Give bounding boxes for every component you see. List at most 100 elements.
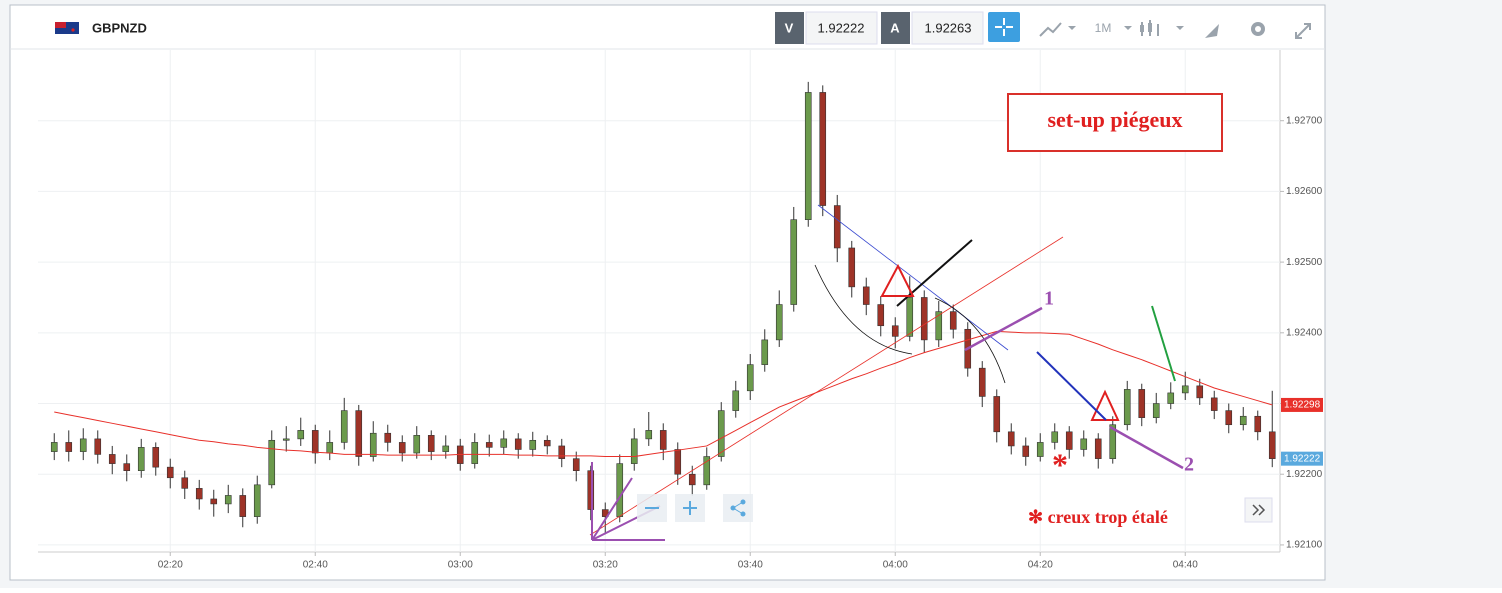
candle-body bbox=[326, 442, 334, 454]
candle-body bbox=[1080, 438, 1088, 450]
annotation-2: 2 bbox=[1184, 454, 1194, 476]
candle-body bbox=[833, 205, 841, 249]
candle-body bbox=[485, 442, 493, 448]
candle-body bbox=[775, 304, 783, 341]
x-tick-label: 04:00 bbox=[883, 560, 908, 571]
candle-body bbox=[732, 390, 740, 411]
candle-body bbox=[1123, 389, 1131, 426]
candle-body bbox=[181, 477, 189, 489]
candle-body bbox=[1225, 410, 1233, 426]
candle-body bbox=[1109, 424, 1117, 459]
candle-body bbox=[746, 364, 754, 392]
drawings bbox=[589, 204, 1184, 541]
y-tick-label: 1.92700 bbox=[1286, 115, 1323, 126]
candle-body bbox=[659, 430, 667, 450]
candle-body bbox=[369, 432, 377, 457]
crosshair-button[interactable] bbox=[988, 12, 1020, 42]
ask-box bbox=[911, 11, 984, 45]
candle-body bbox=[645, 430, 653, 440]
toolbar-icons[interactable] bbox=[1039, 20, 1311, 39]
price-tag-label: 1.92298 bbox=[1284, 400, 1321, 411]
candle-body bbox=[239, 495, 247, 517]
candle-body bbox=[1138, 389, 1146, 418]
candle-body bbox=[1152, 403, 1160, 418]
candle-body bbox=[587, 470, 595, 510]
candle-body bbox=[1036, 442, 1044, 457]
plot: 1.921001.922001.923001.924001.925001.926… bbox=[38, 50, 1323, 571]
candle-body bbox=[993, 396, 1001, 433]
candle-body bbox=[819, 92, 827, 206]
candle-body bbox=[398, 442, 406, 454]
candle-body bbox=[79, 438, 87, 452]
y-tick-label: 1.92200 bbox=[1286, 469, 1323, 480]
candle-body bbox=[572, 458, 580, 471]
candle-body bbox=[1022, 445, 1030, 457]
candle-body bbox=[1210, 397, 1218, 411]
candle-body bbox=[442, 445, 450, 452]
candle-body bbox=[384, 432, 392, 443]
y-tick-label: 1.92500 bbox=[1286, 257, 1323, 268]
candle-body bbox=[790, 219, 798, 305]
candle-body bbox=[514, 438, 522, 450]
candle-body bbox=[1254, 415, 1262, 433]
candle-body bbox=[152, 447, 160, 468]
candle-body bbox=[978, 367, 986, 397]
candle-body bbox=[94, 438, 102, 455]
candle-body bbox=[427, 435, 435, 452]
candle-body bbox=[529, 439, 537, 450]
candle-body bbox=[674, 449, 682, 475]
timeframe[interactable]: 1M bbox=[1095, 21, 1112, 35]
x-tick-label: 02:40 bbox=[303, 560, 328, 571]
candle-body bbox=[703, 456, 711, 486]
candle-body bbox=[268, 439, 276, 486]
y-tick-label: 1.92400 bbox=[1286, 327, 1323, 338]
candle-body bbox=[543, 439, 551, 447]
candle-body bbox=[1181, 385, 1189, 394]
annotation-star: * bbox=[1052, 446, 1068, 482]
candle-body bbox=[282, 438, 290, 441]
x-tick-label: 02:20 bbox=[158, 560, 183, 571]
candle-body bbox=[137, 447, 145, 471]
symbol: GBPNZD bbox=[92, 20, 147, 35]
annotation-note: ✻ creux trop étalé bbox=[1028, 507, 1168, 527]
candle-body bbox=[1196, 385, 1204, 399]
candle-body bbox=[949, 311, 957, 330]
ask-label: A bbox=[890, 20, 900, 35]
price-tag bbox=[1281, 397, 1323, 412]
candle-body bbox=[500, 438, 508, 448]
candle-body bbox=[1051, 431, 1059, 443]
y-tick-label: 1.92100 bbox=[1286, 540, 1323, 551]
candle-body bbox=[1007, 431, 1015, 447]
y-tick-label: 1.92600 bbox=[1286, 186, 1323, 197]
candle-body bbox=[355, 410, 363, 457]
candle-body bbox=[1094, 438, 1102, 459]
candle-body bbox=[688, 473, 696, 486]
candle-body bbox=[1268, 431, 1276, 459]
candle-body bbox=[50, 442, 58, 452]
candle-body bbox=[311, 430, 319, 454]
zoom-controls[interactable] bbox=[637, 494, 1273, 523]
bid-box bbox=[805, 11, 878, 45]
price-tag-label: 1.92222 bbox=[1284, 453, 1321, 464]
candle-body bbox=[166, 466, 174, 479]
candle-body bbox=[761, 339, 769, 365]
candle-body bbox=[804, 92, 812, 220]
bid-button[interactable] bbox=[775, 12, 804, 44]
candle-body bbox=[558, 445, 566, 459]
annotation-1: 1 bbox=[1044, 288, 1054, 310]
candle-body bbox=[413, 435, 421, 454]
candle-body bbox=[340, 410, 348, 443]
ask-button[interactable] bbox=[881, 12, 910, 44]
x-tick-label: 04:40 bbox=[1173, 560, 1198, 571]
candle-body bbox=[717, 410, 725, 457]
candle-body bbox=[297, 430, 305, 440]
candle-body bbox=[891, 325, 899, 337]
moving-average bbox=[54, 330, 1273, 458]
ask-price: 1.92263 bbox=[925, 20, 972, 35]
candle-body bbox=[848, 247, 856, 288]
x-tick-label: 04:20 bbox=[1028, 560, 1053, 571]
candle-body bbox=[224, 495, 232, 505]
candle-body bbox=[920, 297, 928, 341]
candle-body bbox=[935, 311, 943, 341]
